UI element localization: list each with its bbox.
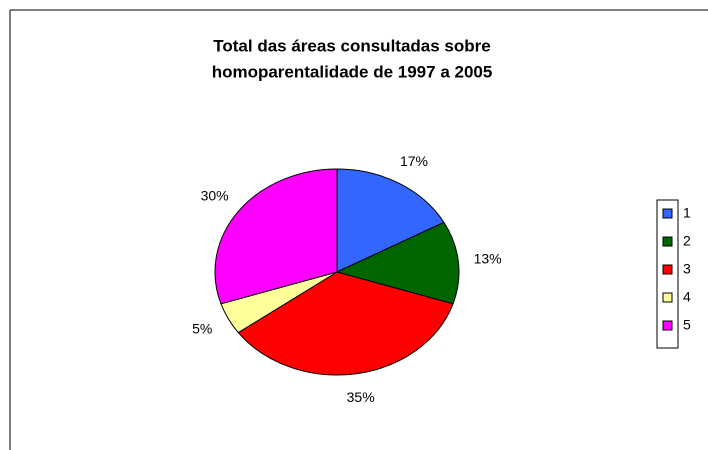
legend-swatch (662, 264, 673, 275)
pie-slice (335, 221, 460, 305)
data-label: 17% (400, 153, 428, 169)
legend-swatch (662, 236, 673, 247)
data-label: 30% (201, 188, 229, 204)
data-label: 13% (474, 251, 502, 267)
legend-label: 1 (683, 205, 691, 221)
legend-label: 4 (683, 289, 691, 305)
pie-slice (214, 168, 338, 305)
data-label: 5% (192, 321, 212, 337)
chart-title: homoparentalidade de 1997 a 2005 (212, 62, 493, 81)
legend-swatch (662, 292, 673, 303)
legend-label: 2 (683, 233, 691, 249)
legend-swatch (662, 208, 673, 219)
data-label: 35% (347, 389, 375, 405)
pie-slice (336, 168, 445, 273)
legend-label: 3 (683, 261, 691, 277)
legend-label: 5 (683, 317, 691, 333)
pie-slice (237, 271, 454, 376)
legend-swatch (662, 320, 673, 331)
chart-title: Total das áreas consultadas sobre (213, 36, 490, 55)
